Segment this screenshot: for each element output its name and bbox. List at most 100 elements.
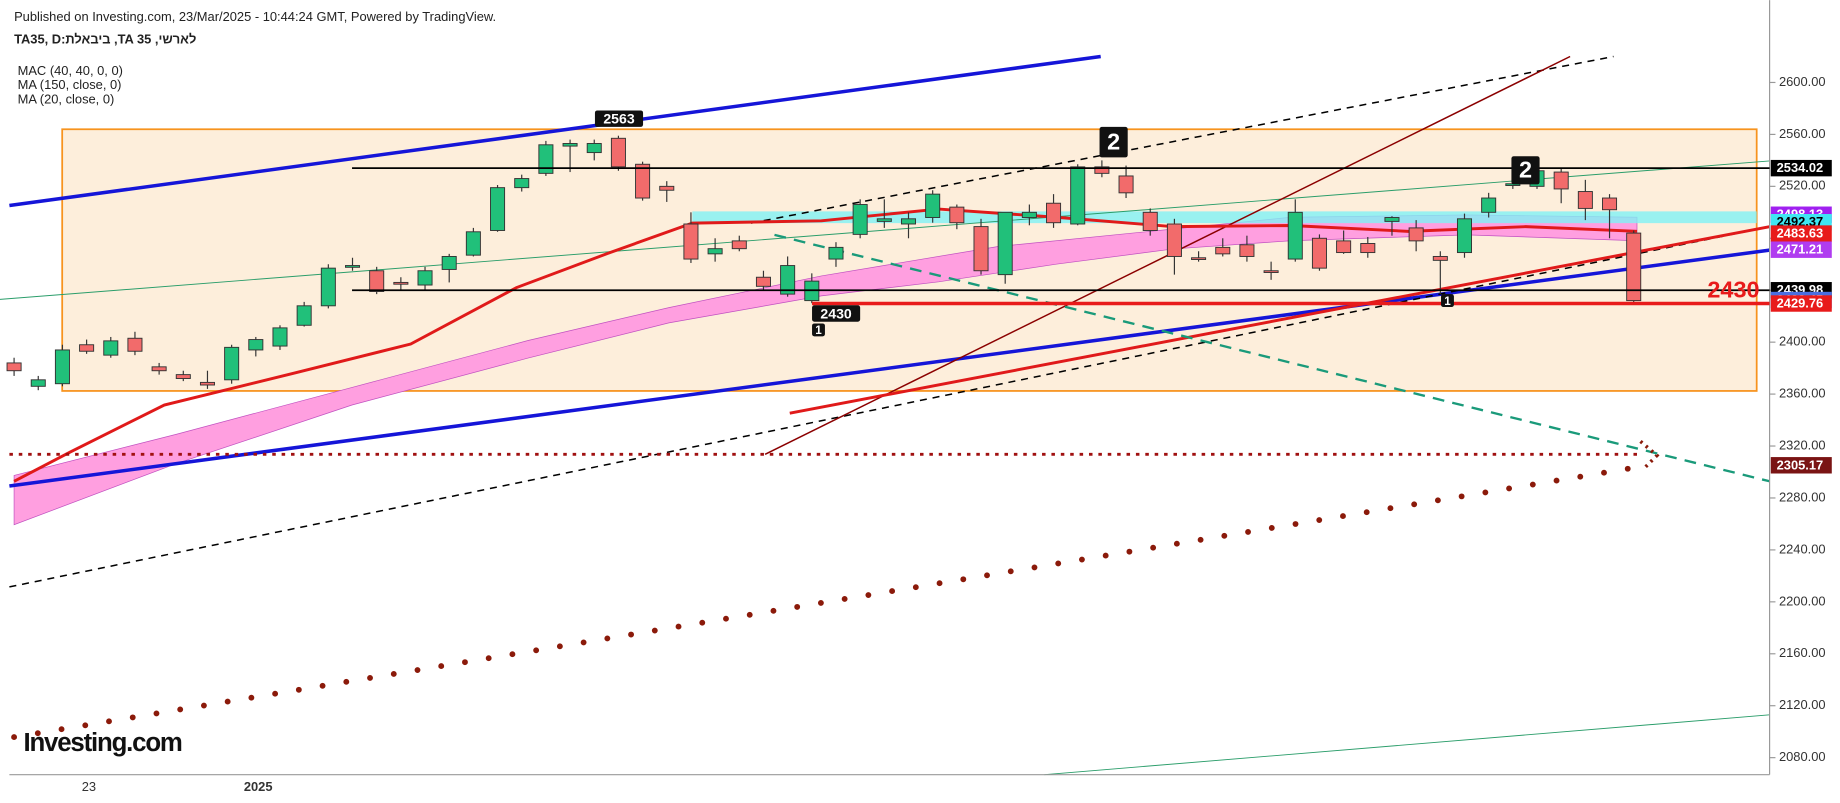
y-tick-label: 2120.00: [1779, 697, 1826, 712]
price-label: 2483.63: [1777, 226, 1824, 241]
candle-body: [586, 143, 602, 154]
candle-body: [1336, 240, 1352, 254]
y-tick-label: 2400.00: [1779, 334, 1826, 349]
candle-body: [417, 270, 433, 286]
candle-body: [369, 270, 385, 292]
candle-body: [514, 178, 530, 189]
annotation-box: [1441, 294, 1454, 308]
price-label: 2534.02: [1777, 160, 1824, 175]
annotation-box: [812, 323, 825, 337]
y-tick-label: 2600.00: [1779, 74, 1826, 89]
annotation-box: [812, 305, 861, 322]
candle-body: [562, 143, 578, 147]
ma-line: [13, 207, 1638, 483]
annotation: 2430: [820, 305, 851, 321]
candle-body: [224, 346, 240, 381]
trend-line: [1044, 714, 1770, 776]
candle-body: [1166, 223, 1182, 257]
candle-body: [1070, 166, 1086, 225]
candle-body: [755, 276, 771, 287]
dotted-arrow: [11, 464, 1640, 741]
annotation: 2: [1519, 157, 1532, 183]
dashed-line: [9, 225, 1770, 588]
range-box: [61, 128, 1758, 392]
candle-body: [344, 265, 361, 268]
candle-body: [1456, 218, 1473, 254]
price-label-box: [1770, 159, 1832, 177]
annotation: 1: [1444, 295, 1451, 308]
annotation: 2430: [1707, 276, 1759, 302]
price-label-box: [1770, 225, 1832, 242]
price-label: 2471.21: [1777, 242, 1824, 257]
candle-body: [199, 381, 215, 386]
candle-body: [1408, 227, 1424, 242]
annotation-box: [594, 110, 644, 127]
candle-body: [393, 281, 409, 285]
x-tick-label: 23: [82, 779, 96, 794]
candle-body: [876, 218, 892, 222]
candle-body: [175, 374, 191, 379]
candle-body: [1577, 191, 1593, 209]
candle-body: [683, 223, 699, 260]
indicator: MA (20, close, 0): [18, 91, 115, 106]
logo: Investing.com: [23, 729, 181, 757]
candle-body: [1046, 202, 1062, 224]
y-tick-label: 2160.00: [1779, 645, 1826, 660]
candle-body: [925, 193, 941, 218]
candle-body: [1239, 244, 1255, 257]
indicator: MAC (40, 40, 0, 0): [18, 63, 123, 78]
candle-body: [30, 379, 46, 387]
candle-body: [1215, 246, 1231, 255]
drawings: [0, 0, 1771, 776]
candle-body: [248, 339, 264, 351]
candle-body: [1287, 211, 1303, 260]
annotation: 1: [815, 324, 822, 337]
candle-body: [828, 246, 844, 260]
candle-body: [465, 231, 481, 256]
candle-body: [731, 240, 747, 250]
dashed-line: [774, 233, 1770, 483]
price-label-box: [1770, 241, 1832, 258]
price-label-box: [1770, 295, 1832, 312]
candle-body: [320, 267, 336, 307]
candle-body: [538, 144, 554, 174]
y-tick-label: 2520.00: [1779, 178, 1826, 193]
y-tick-label: 2280.00: [1779, 489, 1826, 504]
candle-body: [1553, 171, 1569, 190]
candle-body: [1191, 257, 1207, 260]
candle-body: [1263, 270, 1279, 273]
candle-body: [127, 337, 143, 352]
candle-body: [6, 362, 22, 372]
candle-body: [1094, 166, 1110, 174]
indicator: MA (150, close, 0): [18, 77, 122, 92]
candle-body: [1142, 211, 1158, 231]
channel-line: [9, 54, 1101, 208]
candle-body: [272, 327, 288, 347]
labels: 2080.00 2120.00 2160.00 2200.00 2240.00 2280.…: [82, 74, 1832, 794]
candle-body: [1384, 217, 1400, 222]
annotation: 2: [1107, 129, 1120, 155]
annotation-box: [1511, 156, 1540, 185]
y-tick-label: 2240.00: [1779, 541, 1826, 556]
y-tick-label: 2080.00: [1779, 749, 1826, 764]
y-tick-label: 2320.00: [1779, 437, 1826, 452]
candle-body: [1432, 255, 1448, 261]
candle-body: [610, 137, 626, 168]
candle-body: [1311, 237, 1327, 269]
candle-body: [659, 185, 675, 191]
x-tick-label: 2025: [244, 779, 273, 794]
candle-body: [997, 211, 1013, 276]
candle-body: [441, 255, 457, 270]
price-label: 2305.17: [1777, 457, 1824, 472]
trend-line: [789, 225, 1770, 415]
candle-body: [852, 204, 868, 235]
header: Published on Investing.com, 23/Mar/2025 …: [14, 9, 496, 24]
price-label: 2429.76: [1777, 296, 1824, 311]
y-tick-label: 2360.00: [1779, 386, 1826, 401]
zone: [692, 211, 1757, 224]
price-label-box: [1770, 457, 1832, 474]
candle-body: [1360, 243, 1376, 254]
chart-title: TA35, D:ביבאלת ,TA 35 ,לארשי: [14, 31, 196, 46]
candle-body: [707, 248, 723, 255]
